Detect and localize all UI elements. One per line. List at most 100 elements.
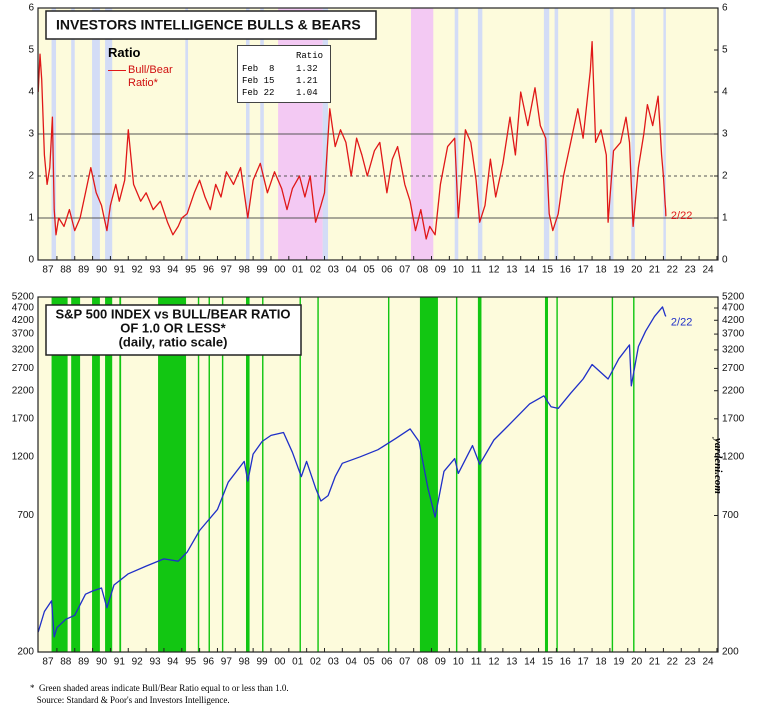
shaded-band (633, 297, 635, 652)
x-tick-label: 95 (185, 265, 197, 276)
shaded-band (71, 297, 81, 652)
shaded-band (556, 297, 558, 652)
chart-title: S&P 500 INDEX vs BULL/BEAR RATIO (55, 306, 290, 321)
x-tick-label: 04 (346, 265, 358, 276)
x-tick-label: 04 (346, 657, 358, 668)
x-tick-label: 03 (328, 265, 340, 276)
end-label: 2/22 (671, 316, 692, 328)
x-tick-label: 87 (42, 265, 54, 276)
series-line (37, 306, 667, 638)
table-value: 1.21 (296, 76, 318, 86)
shaded-band (245, 297, 250, 652)
y-tick-label: 5 (722, 45, 728, 56)
y-tick-label: 6 (722, 3, 728, 14)
x-tick-label: 23 (685, 657, 697, 668)
x-tick-label: 02 (310, 657, 322, 668)
y-tick-label: 3200 (12, 345, 35, 356)
x-tick-label: 15 (542, 265, 554, 276)
x-tick-label: 09 (435, 265, 447, 276)
chart-title: OF 1.0 OR LESS* (120, 320, 226, 335)
x-tick-label: 99 (256, 265, 268, 276)
legend-swatch (108, 70, 126, 71)
x-tick-label: 96 (203, 657, 215, 668)
x-tick-label: 24 (702, 657, 714, 668)
x-tick-label: 20 (631, 657, 643, 668)
x-tick-label: 22 (667, 265, 679, 276)
x-tick-label: 93 (149, 657, 161, 668)
shaded-band (317, 297, 319, 652)
x-tick-label: 21 (649, 657, 661, 668)
legend-label: Bull/Bear Ratio* (128, 64, 173, 89)
x-tick-label: 19 (613, 657, 625, 668)
x-tick-label: 06 (381, 265, 393, 276)
y-tick-label: 2700 (12, 363, 35, 374)
plot-background (38, 297, 718, 652)
y-tick-label: 700 (17, 510, 34, 521)
title-box (45, 304, 302, 356)
x-tick-label: 11 (471, 265, 482, 276)
x-tick-label: 98 (239, 265, 251, 276)
shaded-band (119, 297, 122, 652)
y-tick-label: 4700 (722, 303, 745, 314)
plot-frame (37, 296, 719, 653)
watermark: yardeni.com (711, 438, 724, 494)
shaded-band (158, 297, 187, 652)
shaded-band (419, 297, 438, 652)
x-tick-label: 95 (185, 657, 197, 668)
shaded-band (51, 297, 68, 652)
x-tick-label: 23 (685, 265, 697, 276)
x-tick-label: 94 (167, 657, 179, 668)
x-tick-label: 07 (399, 265, 411, 276)
y-tick-label: 2 (28, 171, 34, 182)
shaded-band (544, 297, 548, 652)
y-tick-label: 1 (28, 213, 34, 224)
y-tick-label: 4200 (722, 315, 745, 326)
x-tick-label: 00 (274, 265, 286, 276)
x-tick-label: 15 (542, 657, 554, 668)
table-date: Feb 22 (242, 88, 275, 98)
y-tick-label: 0 (28, 255, 34, 266)
end-label: 2/22 (671, 210, 692, 222)
x-tick-label: 22 (667, 657, 679, 668)
y-tick-label: 5200 (12, 292, 35, 303)
y-tick-label: 6 (28, 3, 34, 14)
y-tick-label: 1200 (12, 451, 35, 462)
table-header: Ratio (296, 51, 324, 61)
x-tick-label: 16 (560, 265, 572, 276)
x-tick-label: 87 (42, 657, 54, 668)
y-tick-label: 4700 (12, 303, 35, 314)
x-tick-label: 96 (203, 265, 215, 276)
x-tick-label: 88 (60, 265, 72, 276)
y-tick-label: 3200 (722, 345, 745, 356)
table-date: Feb 8 (242, 64, 275, 74)
x-tick-label: 08 (417, 265, 429, 276)
chart-title: (daily, ratio scale) (119, 334, 228, 349)
x-tick-label: 91 (114, 265, 126, 276)
y-tick-label: 1200 (722, 451, 745, 462)
y-tick-label: 5 (28, 45, 34, 56)
x-tick-label: 18 (595, 657, 607, 668)
x-tick-label: 08 (417, 657, 429, 668)
x-tick-label: 17 (578, 265, 590, 276)
x-tick-label: 17 (578, 657, 590, 668)
shaded-band (92, 297, 100, 652)
x-tick-label: 92 (132, 265, 144, 276)
x-tick-label: 89 (78, 265, 90, 276)
y-tick-label: 3700 (722, 329, 745, 340)
y-tick-label: 2 (722, 171, 728, 182)
shaded-band (455, 297, 458, 652)
shaded-band (197, 297, 200, 652)
y-tick-label: 700 (722, 510, 739, 521)
x-tick-label: 89 (78, 657, 90, 668)
x-tick-label: 93 (149, 265, 161, 276)
x-tick-label: 10 (453, 265, 465, 276)
shaded-band (221, 297, 224, 652)
x-tick-label: 19 (613, 265, 625, 276)
x-tick-label: 16 (560, 657, 572, 668)
y-tick-label: 4 (28, 87, 34, 98)
shaded-band (477, 297, 482, 652)
table-date: Feb 15 (242, 76, 275, 86)
title-box (45, 10, 377, 40)
